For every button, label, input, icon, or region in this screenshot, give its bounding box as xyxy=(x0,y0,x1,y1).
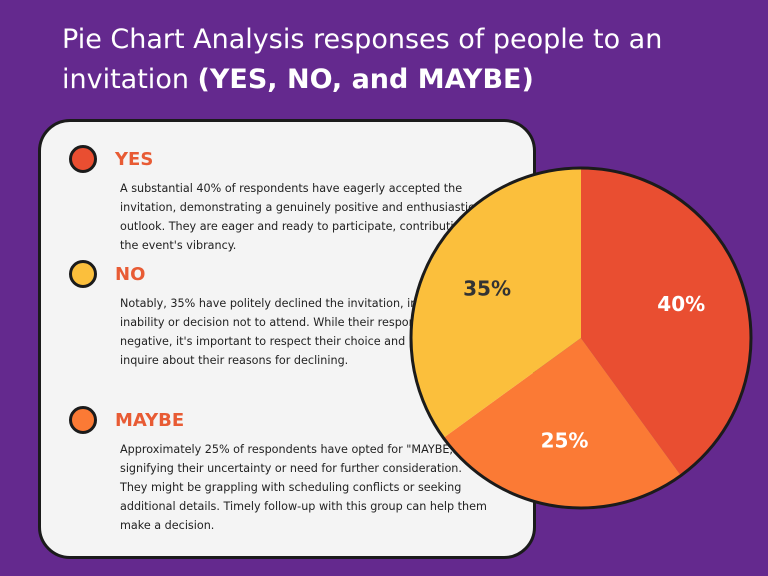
title-bold: (YES, NO, and MAYBE) xyxy=(197,64,534,95)
pie-label-maybe: 25% xyxy=(541,429,589,453)
no-dot-icon xyxy=(69,260,97,288)
legend-text-yes: A substantial 40% of respondents have ea… xyxy=(120,182,483,252)
maybe-dot-icon xyxy=(69,406,97,434)
pie-slice-no xyxy=(411,168,581,438)
pie-outline xyxy=(409,166,753,510)
legend-item-maybe: MAYBE Approximately 25% of respondents h… xyxy=(69,402,487,535)
pie-slice-maybe xyxy=(443,338,681,508)
pie-slice-yes xyxy=(581,168,752,476)
legend-text-maybe: Approximately 25% of respondents have op… xyxy=(120,443,487,532)
page-title: Pie Chart Analysis responses of people t… xyxy=(62,20,752,100)
pie-label-no: 35% xyxy=(463,277,511,301)
legend-title-yes: YES xyxy=(115,148,154,170)
yes-dot-icon xyxy=(69,145,97,173)
legend-item-yes: YES A substantial 40% of respondents hav… xyxy=(69,141,482,255)
title-normal: Pie Chart Analysis responses of people t… xyxy=(62,24,663,95)
pie-label-yes: 40% xyxy=(657,292,705,316)
legend-item-no: NO Notably, 35% have politely declined t… xyxy=(69,256,492,370)
legend-title-no: NO xyxy=(115,263,146,285)
legend-text-no: Notably, 35% have politely declined the … xyxy=(120,297,492,367)
legend-title-maybe: MAYBE xyxy=(115,409,185,431)
